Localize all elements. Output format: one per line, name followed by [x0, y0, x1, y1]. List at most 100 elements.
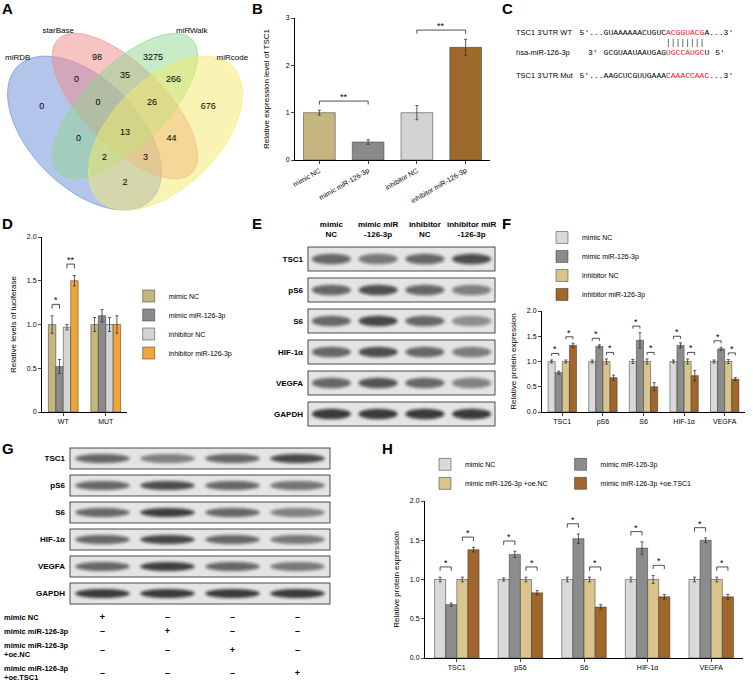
- svg-text:UGCCAUGC: UGCCAUGC: [666, 48, 705, 57]
- svg-text:98: 98: [92, 52, 102, 62]
- svg-text:VEGFA: VEGFA: [700, 664, 724, 671]
- svg-text:Relative protein expression: Relative protein expression: [392, 531, 401, 628]
- svg-text:–: –: [165, 645, 170, 655]
- svg-text:44: 44: [166, 133, 176, 143]
- svg-text:–: –: [100, 668, 105, 678]
- svg-text:*: *: [593, 558, 597, 568]
- svg-text:*: *: [698, 519, 702, 529]
- svg-text:TSC1: TSC1: [553, 418, 571, 425]
- svg-text:NC: NC: [419, 230, 431, 239]
- svg-text:5': 5': [715, 48, 725, 57]
- svg-text:0: 0: [74, 74, 79, 84]
- svg-text:mimic miR-126-3p: mimic miR-126-3p: [4, 627, 69, 636]
- svg-text:–: –: [230, 668, 235, 678]
- svg-text:*: *: [657, 556, 661, 566]
- svg-text:mimic miR-126-3p: mimic miR-126-3p: [4, 641, 69, 650]
- svg-text:NC: NC: [326, 230, 338, 239]
- svg-text:3275: 3275: [143, 52, 163, 62]
- svg-text:5'...AAGCUCGUUGAAA: 5'...AAGCUCGUUGAAA: [580, 71, 667, 80]
- svg-text:5'...GUAAAAAACUGUC: 5'...GUAAAAAACUGUC: [580, 28, 667, 37]
- svg-text:inhibitor miR-126-3p: inhibitor miR-126-3p: [582, 291, 645, 299]
- svg-text:mimic miR-126-3p: mimic miR-126-3p: [601, 461, 658, 469]
- svg-text:2: 2: [102, 152, 107, 162]
- svg-text:pS6: pS6: [597, 418, 610, 426]
- svg-text:miRWalk: miRWalk: [176, 26, 209, 35]
- svg-text:+oe.TSC1: +oe.TSC1: [4, 673, 38, 682]
- svg-text:pS6: pS6: [288, 286, 303, 295]
- svg-text:pS6: pS6: [514, 664, 527, 672]
- svg-text:2.0: 2.0: [527, 307, 537, 314]
- svg-text:inhibitor miR-126-3p: inhibitor miR-126-3p: [410, 167, 469, 205]
- svg-text:HIF-1α: HIF-1α: [637, 664, 659, 671]
- svg-text:VEGFA: VEGFA: [276, 379, 303, 388]
- svg-text:mimic miR-126-3p: mimic miR-126-3p: [4, 664, 69, 673]
- svg-text:–: –: [295, 612, 300, 622]
- svg-text:*: *: [530, 558, 534, 568]
- svg-text:13: 13: [120, 127, 130, 137]
- svg-text:mimic miR-126-3p: mimic miR-126-3p: [582, 253, 639, 261]
- svg-text:–: –: [230, 612, 235, 622]
- svg-text:*: *: [54, 295, 58, 305]
- svg-text:1.5: 1.5: [27, 277, 37, 284]
- svg-text:*: *: [649, 343, 653, 353]
- svg-text:**: **: [67, 255, 75, 265]
- svg-text:-126-3p: -126-3p: [458, 230, 486, 239]
- svg-text:VEGFA: VEGFA: [713, 418, 737, 425]
- svg-text:0: 0: [39, 101, 44, 111]
- svg-text:3: 3: [286, 14, 290, 21]
- svg-text:inhibitor miR: inhibitor miR: [447, 220, 497, 229]
- svg-text:1: 1: [286, 109, 290, 116]
- svg-text:–: –: [100, 645, 105, 655]
- svg-text:TSC1 3'UTR Mut: TSC1 3'UTR Mut: [516, 71, 574, 80]
- svg-text:**: **: [437, 21, 445, 31]
- svg-text:inhibitor NC: inhibitor NC: [384, 167, 419, 191]
- svg-text:GAPDH: GAPDH: [36, 589, 65, 598]
- svg-text:inhibitor: inhibitor: [409, 220, 441, 229]
- svg-text:0.5: 0.5: [527, 383, 537, 390]
- svg-text:0: 0: [286, 156, 290, 163]
- svg-text:GAPDH: GAPDH: [274, 410, 303, 419]
- svg-text:TSC1: TSC1: [45, 454, 66, 463]
- svg-text:*: *: [716, 332, 720, 342]
- svg-text:S6: S6: [55, 508, 65, 517]
- svg-text:*: *: [730, 344, 734, 354]
- svg-text:*: *: [567, 328, 571, 338]
- svg-text:0.5: 0.5: [27, 365, 37, 372]
- svg-text:*: *: [675, 327, 679, 337]
- svg-text:+: +: [100, 612, 105, 622]
- svg-text:HIF-1α: HIF-1α: [278, 348, 303, 357]
- svg-text:mimic NC: mimic NC: [169, 293, 199, 300]
- svg-text:*: *: [507, 532, 511, 542]
- svg-text:–: –: [165, 668, 170, 678]
- svg-text:+oe.NC: +oe.NC: [4, 650, 31, 659]
- svg-text:2.0: 2.0: [27, 233, 37, 240]
- svg-text:1.5: 1.5: [527, 333, 537, 340]
- svg-text:mimic NC: mimic NC: [4, 613, 39, 622]
- svg-text:CAAACCAAC: CAAACCAAC: [666, 71, 709, 80]
- svg-text:35: 35: [120, 70, 130, 80]
- svg-text:0: 0: [33, 408, 37, 415]
- svg-text:A...3': A...3': [704, 28, 733, 37]
- svg-text:2: 2: [122, 177, 127, 187]
- svg-text:*: *: [634, 523, 638, 533]
- svg-text:WT: WT: [58, 418, 70, 425]
- svg-text:3: 3: [143, 152, 148, 162]
- svg-text:starBase: starBase: [42, 26, 74, 35]
- svg-text:TSC1 3'UTR WT: TSC1 3'UTR WT: [516, 28, 572, 37]
- svg-text:*: *: [553, 344, 557, 354]
- svg-text:inhibitor NC: inhibitor NC: [169, 331, 206, 338]
- svg-text:-126-3p: -126-3p: [364, 230, 392, 239]
- svg-text:mimic NC: mimic NC: [465, 461, 495, 468]
- svg-text:HIF-1α: HIF-1α: [673, 418, 695, 425]
- svg-text:mimic miR: mimic miR: [358, 220, 399, 229]
- svg-text:26: 26: [147, 97, 157, 107]
- svg-text:mimic miR-126-3p +oe.NC: mimic miR-126-3p +oe.NC: [465, 480, 548, 488]
- svg-text:*: *: [608, 343, 612, 353]
- svg-text:2.0: 2.0: [410, 497, 420, 504]
- svg-text:1.0: 1.0: [27, 321, 37, 328]
- svg-text:266: 266: [166, 74, 181, 84]
- svg-text:Relative levels of luciferase: Relative levels of luciferase: [9, 275, 18, 372]
- svg-text:miRDB: miRDB: [5, 53, 30, 62]
- svg-text:mimic miR-126-3p: mimic miR-126-3p: [318, 167, 371, 202]
- svg-text:TSC1: TSC1: [448, 664, 466, 671]
